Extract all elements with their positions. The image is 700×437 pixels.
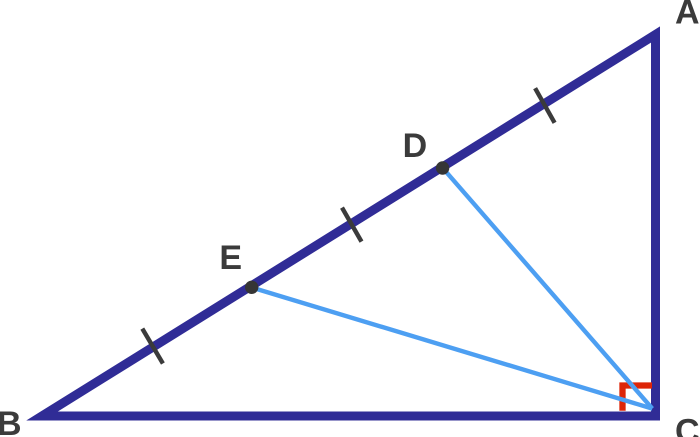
svg-text:E: E (219, 239, 242, 277)
svg-text:D: D (403, 127, 428, 165)
svg-text:C: C (675, 412, 700, 437)
svg-text:B: B (0, 405, 22, 437)
svg-text:A: A (675, 0, 700, 31)
